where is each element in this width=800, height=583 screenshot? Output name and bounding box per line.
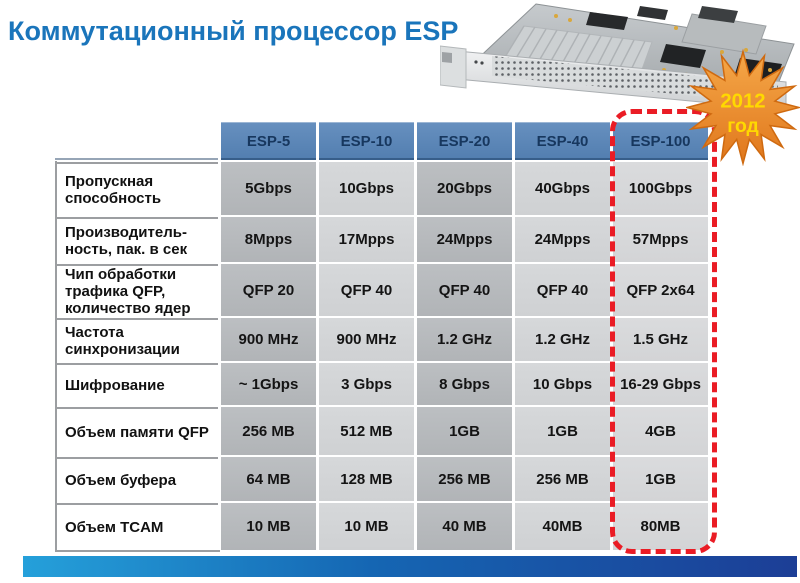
row-label-qfp-memory: Объем памяти QFP (55, 407, 218, 455)
card-led (474, 60, 478, 64)
table-cell: 8Mpps (221, 217, 316, 262)
table-cell: 1.2 GHz (515, 318, 610, 361)
table-cell: 1GB (613, 457, 708, 501)
table-cell: QFP 40 (319, 264, 414, 316)
card-metal-module (681, 13, 767, 55)
starburst-word-text: год (727, 116, 759, 137)
table-cell: 900 MHz (221, 318, 316, 361)
table-cell: QFP 20 (221, 264, 316, 316)
table-cell: ~ 1Gbps (221, 363, 316, 405)
table-cell: 8 Gbps (417, 363, 512, 405)
column-header-esp5: ESP-5 (221, 122, 316, 160)
table-cell: 10 Gbps (515, 363, 610, 405)
table-cell: 24Mpps (515, 217, 610, 262)
table-cell: 4GB (613, 407, 708, 455)
table-cell: 40 MB (417, 503, 512, 550)
table-cell: 17Mpps (319, 217, 414, 262)
page-title: Коммутационный процессор ESP (8, 16, 459, 46)
card-handle (442, 52, 452, 63)
card-chip (586, 12, 628, 30)
row-label-clock: Частота синхронизации (55, 318, 218, 361)
table-cell: 256 MB (417, 457, 512, 501)
starburst-year-text: 2012 (720, 91, 765, 113)
table-cell: 57Mpps (613, 217, 708, 262)
table-corner-cell (55, 122, 218, 160)
column-header-esp20: ESP-20 (417, 122, 512, 160)
table-left-border (55, 161, 57, 551)
table-cell: 40MB (515, 503, 610, 550)
bottom-accent-bar (23, 556, 797, 577)
starburst-shape (686, 48, 800, 166)
year-2012-starburst: 2012 год (686, 48, 800, 166)
table-cell: 10 MB (319, 503, 414, 550)
table-cell: 1.2 GHz (417, 318, 512, 361)
table-cell: 16-29 Gbps (613, 363, 708, 405)
table-cell: 100Gbps (613, 162, 708, 215)
card-chip (660, 44, 706, 68)
table-cell: QFP 40 (515, 264, 610, 316)
table-cell: 256 MB (221, 407, 316, 455)
row-label-throughput: Пропускная способность (55, 162, 218, 215)
table-cell: QFP 40 (417, 264, 512, 316)
table-cell: 40Gbps (515, 162, 610, 215)
table-cell: 512 MB (319, 407, 414, 455)
table-cell: 20Gbps (417, 162, 512, 215)
table-bottom-border (55, 550, 220, 552)
card-connector (698, 6, 738, 23)
row-label-tcam: Объем TCAM (55, 503, 218, 550)
row-label-buffer: Объем буфера (55, 457, 218, 501)
table-cell: QFP 2x64 (613, 264, 708, 316)
card-led (480, 61, 484, 65)
table-cell: 1GB (417, 407, 512, 455)
esp-comparison-table: ESP-5 ESP-10 ESP-20 ESP-40 ESP-100 Пропу… (55, 122, 708, 550)
table-cell: 256 MB (515, 457, 610, 501)
table-cell: 900 MHz (319, 318, 414, 361)
row-label-encryption: Шифрование (55, 363, 218, 405)
row-label-qfp-chip: Чип обработки трафика QFP, количество яд… (55, 264, 218, 317)
esp100-highlight-outline (610, 109, 717, 554)
column-header-esp10: ESP-10 (319, 122, 414, 160)
column-header-esp40: ESP-40 (515, 122, 610, 160)
table-cell: 10 MB (221, 503, 316, 550)
table-cell: 3 Gbps (319, 363, 414, 405)
table-cell: 24Mpps (417, 217, 512, 262)
row-label-performance: Производитель-ность, пак. в сек (55, 217, 218, 262)
table-cell: 64 MB (221, 457, 316, 501)
table-cell: 5Gbps (221, 162, 316, 215)
table-cell: 1.5 GHz (613, 318, 708, 361)
card-chip (637, 6, 668, 20)
table-cell: 1GB (515, 407, 610, 455)
table-cell: 128 MB (319, 457, 414, 501)
table-cell: 10Gbps (319, 162, 414, 215)
